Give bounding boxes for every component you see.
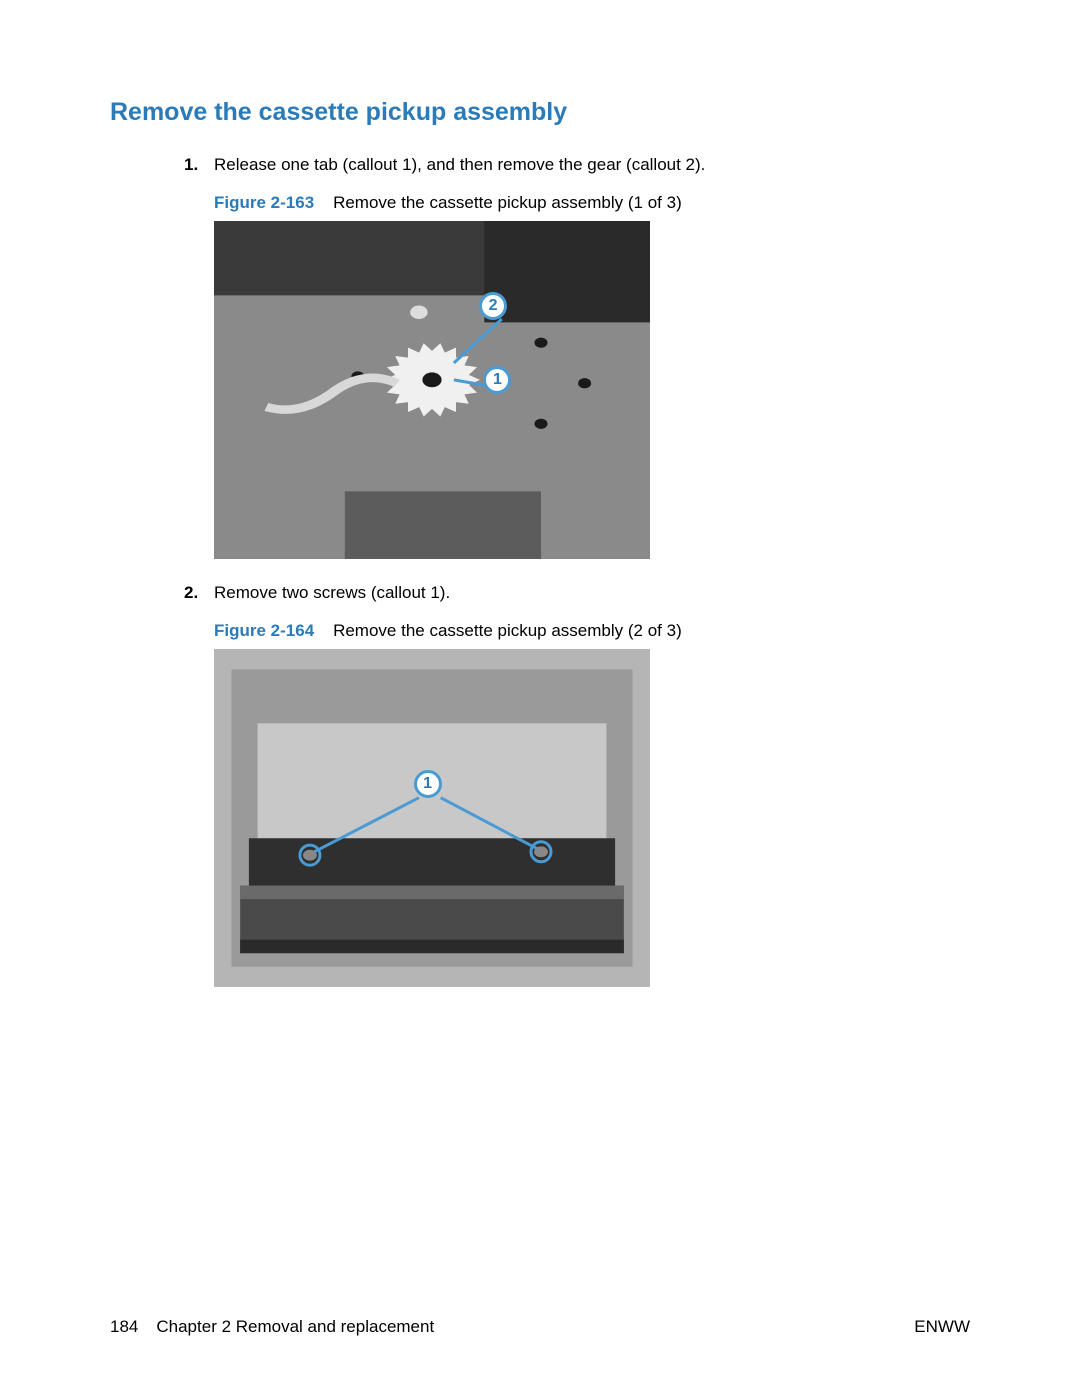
step-1: 1. Release one tab (callout 1), and then… <box>184 155 970 559</box>
figure-2-image: 1 <box>214 649 650 987</box>
figure-2-caption: Figure 2-164 Remove the cassette pickup … <box>184 621 970 641</box>
figure-2-label: Figure 2-164 <box>214 621 314 640</box>
figure-2-caption-text: Remove the cassette pickup assembly (2 o… <box>333 621 682 640</box>
figure-1-caption: Figure 2-163 Remove the cassette pickup … <box>184 193 970 213</box>
step-2-text: Remove two screws (callout 1). <box>214 583 450 603</box>
footer-chapter: Chapter 2 Removal and replacement <box>156 1317 434 1337</box>
step-list: 1. Release one tab (callout 1), and then… <box>110 155 970 987</box>
figure-1-image: 21 <box>214 221 650 559</box>
page-footer: 184 Chapter 2 Removal and replacement EN… <box>110 1317 970 1337</box>
footer-page-number: 184 <box>110 1317 138 1337</box>
step-1-text: Release one tab (callout 1), and then re… <box>214 155 705 175</box>
figure-1-caption-text: Remove the cassette pickup assembly (1 o… <box>333 193 682 212</box>
step-2-number: 2. <box>184 583 214 603</box>
step-2: 2. Remove two screws (callout 1). Figure… <box>184 583 970 987</box>
footer-right: ENWW <box>914 1317 970 1337</box>
figure-1-label: Figure 2-163 <box>214 193 314 212</box>
step-1-number: 1. <box>184 155 214 175</box>
section-heading: Remove the cassette pickup assembly <box>110 98 970 127</box>
callout-badge: 2 <box>479 292 507 320</box>
callout-badge: 1 <box>414 770 442 798</box>
